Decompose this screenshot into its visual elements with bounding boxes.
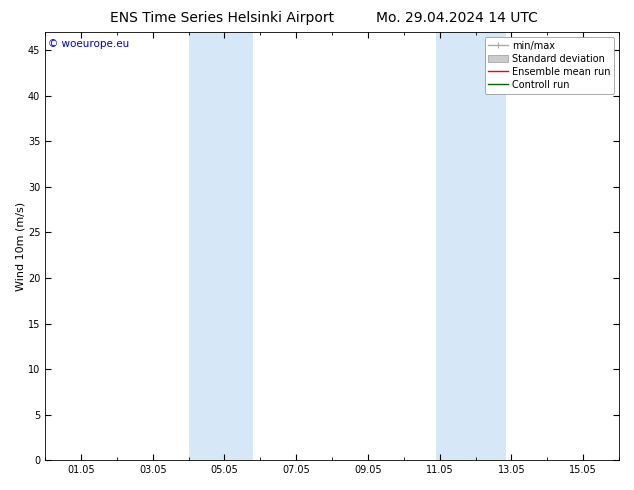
Legend: min/max, Standard deviation, Ensemble mean run, Controll run: min/max, Standard deviation, Ensemble me… — [484, 37, 614, 94]
Text: © woeurope.eu: © woeurope.eu — [48, 39, 129, 49]
Bar — [436, 32, 506, 460]
Y-axis label: Wind 10m (m/s): Wind 10m (m/s) — [15, 201, 25, 291]
Text: Mo. 29.04.2024 14 UTC: Mo. 29.04.2024 14 UTC — [375, 11, 538, 25]
Text: ENS Time Series Helsinki Airport: ENS Time Series Helsinki Airport — [110, 11, 334, 25]
Bar — [188, 32, 253, 460]
